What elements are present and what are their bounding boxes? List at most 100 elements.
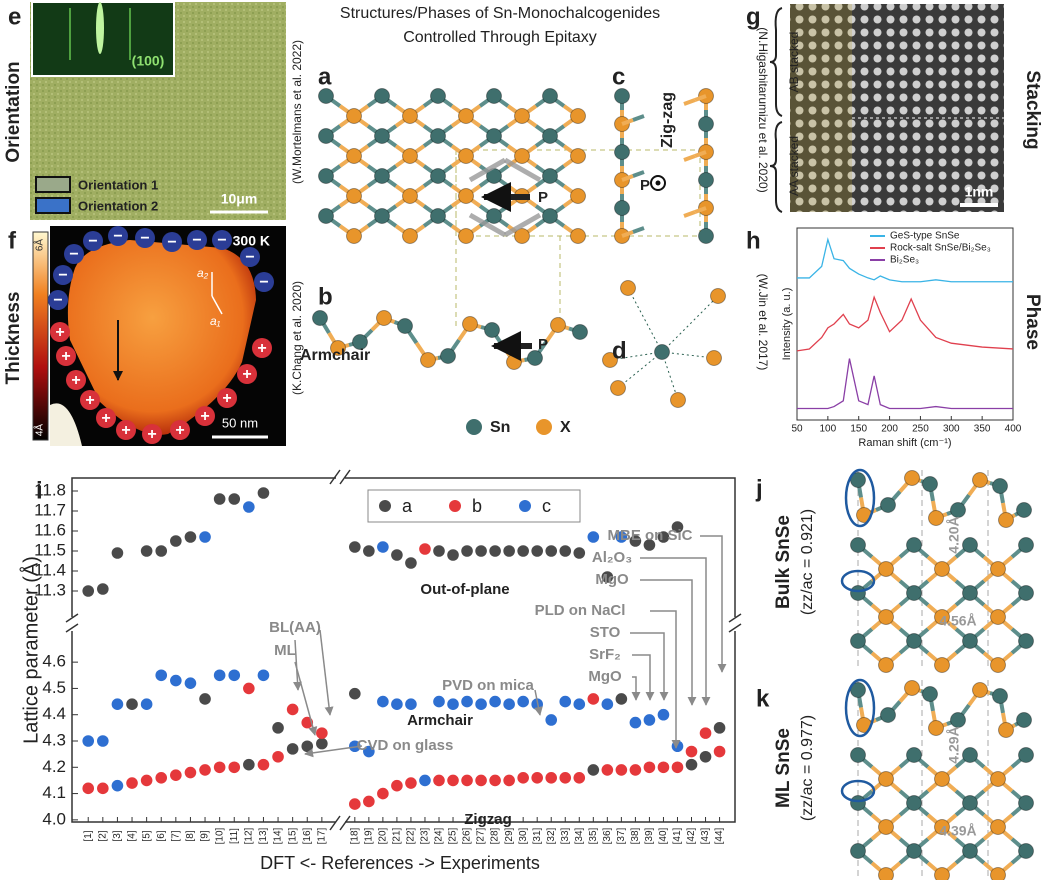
annotation: MgO [588, 668, 622, 685]
panel-label: k [756, 685, 770, 712]
x-tick-label: [6] [156, 830, 167, 841]
panel-label: g [746, 3, 761, 30]
charge-sign: + [71, 372, 80, 389]
y-tick-label: 4.3 [42, 730, 66, 749]
atom [878, 771, 894, 787]
panel-label: j [755, 475, 763, 502]
legend-box [367, 489, 581, 523]
data-point [213, 761, 226, 774]
x-tick-label: [14] [273, 827, 284, 844]
data-point [685, 745, 698, 758]
atom [570, 228, 586, 244]
x-axis-label: DFT <- References -> Experiments [260, 853, 540, 873]
break-mark [728, 623, 742, 633]
charge [83, 231, 103, 251]
data-point [140, 698, 153, 710]
data-point [545, 714, 558, 726]
plot-frame [796, 227, 1014, 421]
legend-marker [379, 500, 391, 512]
atom [330, 340, 346, 356]
spectrum [796, 295, 1014, 352]
data-point [573, 547, 586, 559]
atom [542, 208, 558, 224]
data-point [475, 545, 487, 557]
data-point [531, 772, 543, 784]
charge [162, 232, 182, 252]
y-tick-label: 11.6 [34, 520, 66, 539]
bond [621, 174, 634, 182]
edge-charges: −−−− − − − − −−−++++++ + +++++ [48, 226, 274, 444]
material-label: ML SnSe [773, 728, 794, 808]
atom [542, 128, 558, 144]
data-point [531, 545, 543, 557]
x-tick-label: 100 [820, 424, 837, 435]
data-point [475, 774, 487, 787]
legend-label: Orientation 2 [78, 198, 158, 213]
x-tick-label: [39] [644, 827, 655, 844]
vector-label: a₁ [210, 314, 221, 328]
data-point [517, 545, 529, 557]
panel-label: d [612, 337, 627, 364]
data-point [184, 766, 197, 779]
atom [1018, 537, 1034, 553]
data-point [391, 698, 403, 710]
atom [318, 168, 334, 184]
bond [694, 206, 707, 214]
atom [318, 128, 334, 144]
x-tick-label: [41] [672, 827, 683, 844]
atom [458, 148, 474, 164]
atom [376, 310, 392, 326]
charge-sign: + [147, 426, 156, 443]
atom [992, 478, 1008, 494]
atom [962, 585, 978, 601]
x-tick-label: [15] [287, 827, 298, 844]
atom [922, 686, 938, 702]
bond [632, 170, 645, 178]
scale-label: 1nm [965, 184, 994, 200]
data-point [559, 545, 572, 557]
x-tick-label: [43] [700, 827, 711, 844]
data-point [447, 549, 459, 561]
charge-sign: − [192, 232, 201, 249]
brace [769, 7, 783, 117]
data-point [213, 669, 226, 682]
x-tick-label: [24] [434, 827, 445, 844]
data-point [461, 695, 473, 708]
data-point [489, 774, 501, 787]
data-point [170, 535, 182, 547]
annotation-arrow [640, 579, 697, 706]
atom [928, 510, 944, 526]
data-point [657, 761, 670, 774]
data-point [184, 531, 197, 543]
atom [402, 188, 418, 204]
data-point [316, 727, 328, 739]
data-point [243, 501, 255, 513]
data-point [643, 761, 656, 774]
data-point [643, 714, 656, 726]
data-point [671, 761, 684, 774]
atom [906, 585, 922, 601]
legend-atom [536, 419, 552, 435]
x-tick-label: [8] [185, 830, 196, 841]
data-point [363, 795, 375, 808]
data-point [713, 722, 726, 734]
atom [906, 633, 922, 649]
atom [906, 843, 922, 859]
charge-sign: + [222, 390, 231, 407]
data-point [126, 698, 138, 710]
data-point [257, 758, 270, 771]
data-point [272, 750, 284, 763]
atom [514, 108, 530, 124]
atom [420, 352, 436, 368]
x-tick-label: [21] [392, 827, 403, 844]
annotation-arrow [294, 661, 318, 736]
atom [962, 537, 978, 553]
dipole-arrow [468, 212, 507, 238]
break-mark [65, 613, 79, 623]
dipole-arrow [503, 157, 542, 183]
citation: (K.Chang et al. 2020) [290, 281, 304, 395]
data-point [405, 698, 417, 710]
annotation: ML [274, 642, 296, 659]
charge [252, 338, 272, 358]
atom [1016, 502, 1032, 518]
